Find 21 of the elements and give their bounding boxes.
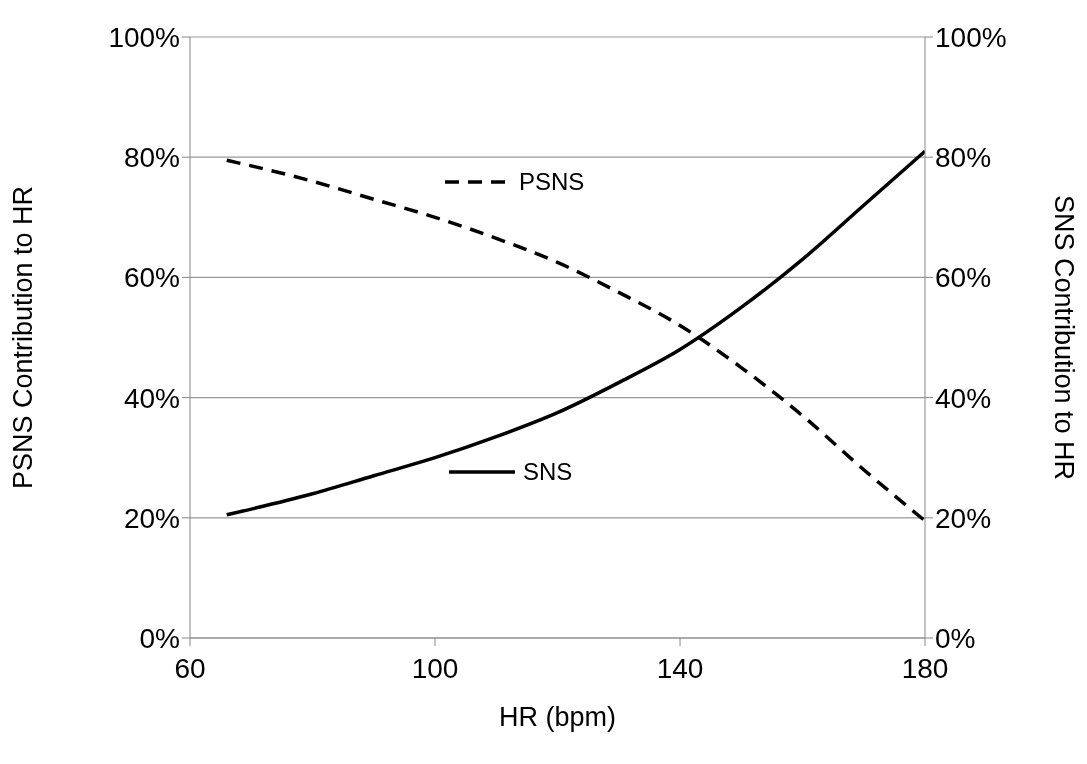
y2-tick-label: 60% [935,262,992,294]
y-tick-label: 40% [123,382,180,414]
x-axis-title: HR (bpm) [498,702,617,732]
y2-tick-label: 40% [935,382,992,414]
legend-label: SNS [523,458,573,486]
y2-tick-label: 20% [935,502,992,534]
y-tick-label: 0% [139,622,180,654]
y-tick-label: 60% [123,262,180,294]
y-axis-title: PSNS Contribution to HR [7,185,38,490]
y2-tick-label: 80% [935,142,992,174]
legend-label: PSNS [519,168,585,196]
y-tick-label: 80% [123,142,180,174]
x-tick-label: 60 [174,652,206,684]
y2-tick-label: 0% [935,622,976,654]
y-tick-label: 20% [123,502,180,534]
x-tick-label: 140 [656,652,704,684]
x-tick-label: 100 [411,652,459,684]
y2-tick-label: 100% [935,21,1007,53]
x-tick-label: 180 [901,652,949,684]
y2-axis-title: SNS Contribution to HR [1049,194,1080,481]
y-tick-label: 100% [108,21,180,53]
